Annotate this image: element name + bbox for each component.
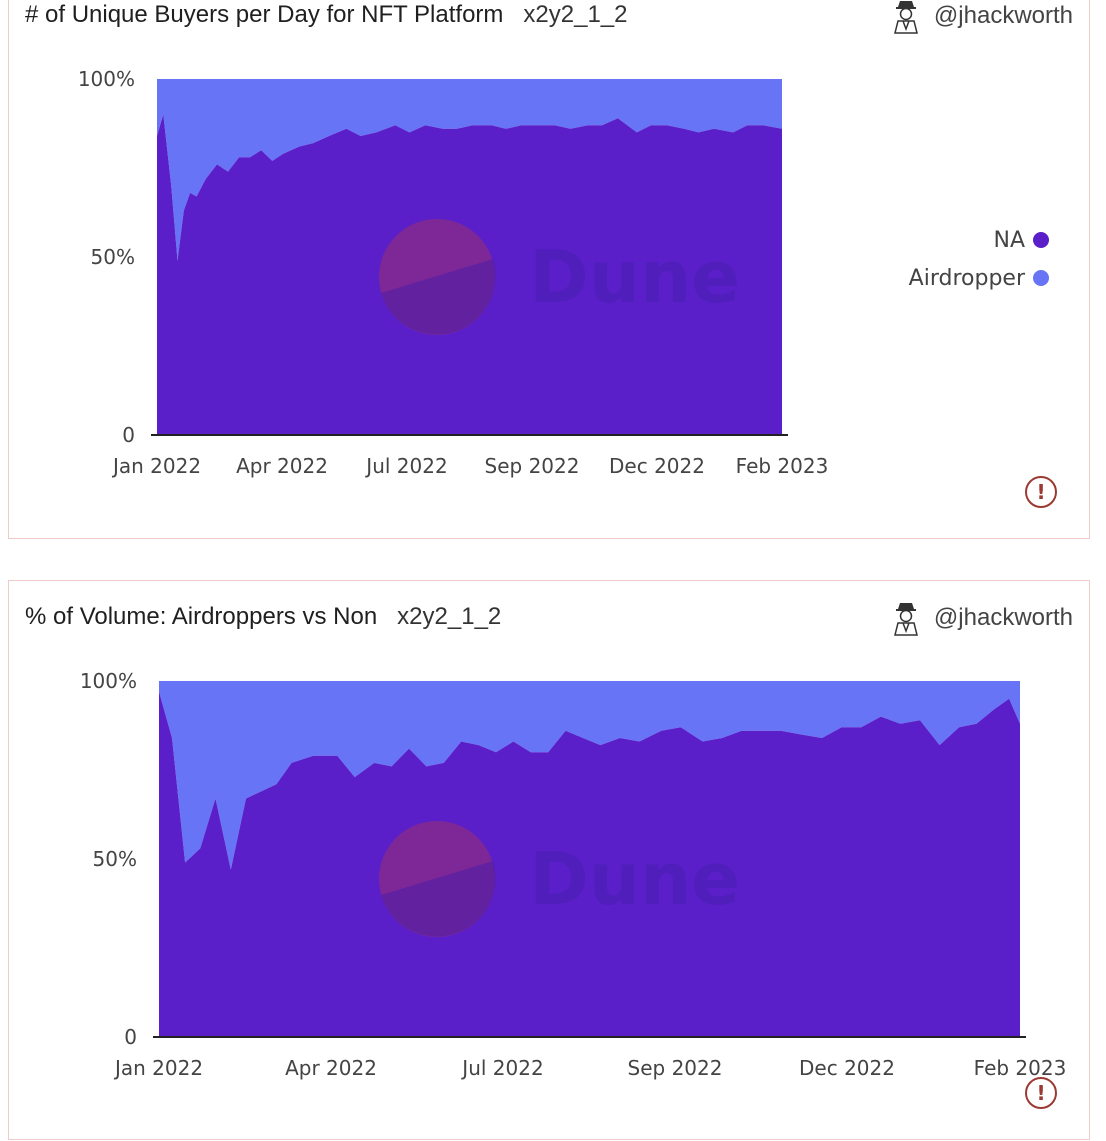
area-series-airdropper[interactable]: [159, 681, 1020, 870]
watermark-text: Dune: [529, 837, 740, 921]
area-series-airdropper[interactable]: [157, 79, 782, 261]
y-tick-label: 0: [122, 423, 135, 447]
legend-label-airdropper: Airdropper: [908, 265, 1025, 291]
legend-swatch-airdropper: [1033, 270, 1049, 286]
y-tick-label: 100%: [78, 67, 135, 91]
x-tick-label: Feb 2023: [974, 1056, 1067, 1080]
y-tick-label: 50%: [93, 847, 137, 871]
author-link[interactable]: @jhackworth: [890, 0, 1073, 34]
watermark: Dune: [379, 219, 740, 335]
x-tick-label: Jan 2022: [111, 454, 201, 478]
x-tick-label: Dec 2022: [609, 454, 705, 478]
chart-panel-volume: % of Volume: Airdroppers vs Non x2y2_1_2 …: [8, 580, 1090, 1140]
legend-item-airdropper[interactable]: Airdropper: [909, 259, 1049, 297]
query-name: x2y2_1_2: [397, 603, 502, 630]
x-tick-label: Dec 2022: [799, 1056, 895, 1080]
y-tick-label: 100%: [80, 669, 137, 693]
watermark-logo-shade: [381, 259, 496, 335]
watermark-logo-shade: [381, 861, 496, 937]
x-tick-label: Jul 2022: [364, 454, 447, 478]
y-tick-label: 50%: [91, 245, 135, 269]
avatar-icon: [893, 1, 918, 34]
x-tick-label: Apr 2022: [236, 454, 328, 478]
watermark-text: Dune: [529, 235, 740, 319]
author-link[interactable]: @jhackworth: [890, 601, 1073, 636]
y-tick-label: 0: [124, 1025, 137, 1049]
x-tick-label: Sep 2022: [485, 454, 580, 478]
warning-icon[interactable]: !: [1025, 476, 1057, 508]
author-name: @jhackworth: [933, 2, 1073, 29]
chart-title[interactable]: # of Unique Buyers per Day for NFT Platf…: [25, 1, 628, 29]
query-name: x2y2_1_2: [523, 1, 628, 28]
legend: NA Airdropper: [909, 221, 1049, 297]
watermark: Dune: [379, 821, 740, 937]
x-tick-label: Feb 2023: [736, 454, 829, 478]
warning-icon[interactable]: !: [1025, 1077, 1057, 1109]
legend-label-na: NA: [993, 227, 1025, 253]
area-series-na[interactable]: [159, 691, 1020, 1037]
x-tick-label: Apr 2022: [285, 1056, 377, 1080]
area-chart-unique-buyers: Dune 0 50% 100% Jan 2022 Apr 2022 Jul 2022 Sep…: [78, 67, 829, 478]
x-tick-label: Jan 2022: [113, 1056, 203, 1080]
x-tick-label: Jul 2022: [460, 1056, 543, 1080]
chart-panel-unique-buyers: # of Unique Buyers per Day for NFT Platf…: [8, 0, 1090, 539]
x-tick-label: Sep 2022: [628, 1056, 723, 1080]
author-name: @jhackworth: [933, 604, 1073, 631]
chart-title-text: # of Unique Buyers per Day for NFT Platf…: [25, 1, 504, 28]
avatar-icon: [893, 603, 918, 636]
chart-title[interactable]: % of Volume: Airdroppers vs Non x2y2_1_2: [25, 603, 501, 631]
legend-item-na[interactable]: NA: [909, 221, 1049, 259]
legend-swatch-na: [1033, 232, 1049, 248]
chart-title-text: % of Volume: Airdroppers vs Non: [25, 603, 378, 630]
area-chart-volume: Dune 0 50% 100% Jan 2022 Apr 2022 Jul 2022 Sep…: [80, 669, 1067, 1080]
